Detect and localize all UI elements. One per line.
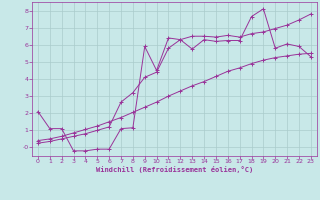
X-axis label: Windchill (Refroidissement éolien,°C): Windchill (Refroidissement éolien,°C) [96, 166, 253, 173]
